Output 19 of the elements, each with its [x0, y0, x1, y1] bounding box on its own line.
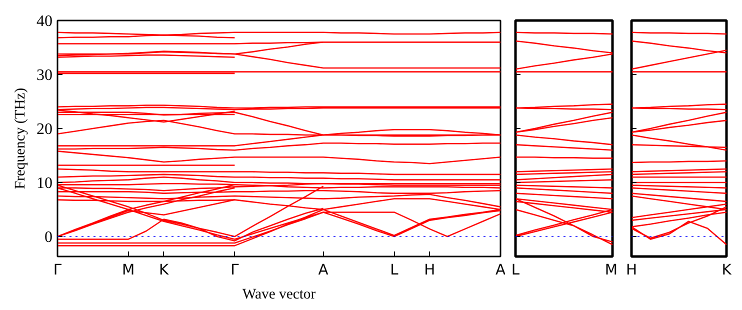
x-tick-label: A	[318, 262, 328, 278]
x-tick-label: M	[122, 262, 135, 278]
y-tick-label: 30	[36, 67, 52, 84]
x-tick-label: K	[159, 262, 170, 278]
x-tick-label: K	[722, 262, 732, 278]
x-tick-label: A	[495, 262, 506, 278]
x-axis-title: Wave vector	[242, 286, 316, 302]
x-tick-label: L	[390, 262, 400, 278]
y-axis-title: Frequency (THz)	[12, 88, 28, 190]
y-tick-label: 10	[36, 175, 52, 192]
x-tick-label: H	[424, 262, 436, 278]
y-tick-label: 40	[36, 13, 52, 30]
x-tick-label: Γ	[230, 262, 240, 278]
y-tick-label: 0	[44, 229, 52, 246]
y-tick-label: 20	[36, 121, 52, 138]
x-tick-label: L	[511, 262, 520, 278]
x-tick-label: H	[626, 262, 638, 278]
x-tick-label: M	[604, 262, 618, 278]
x-tick-label: Γ	[53, 262, 62, 278]
